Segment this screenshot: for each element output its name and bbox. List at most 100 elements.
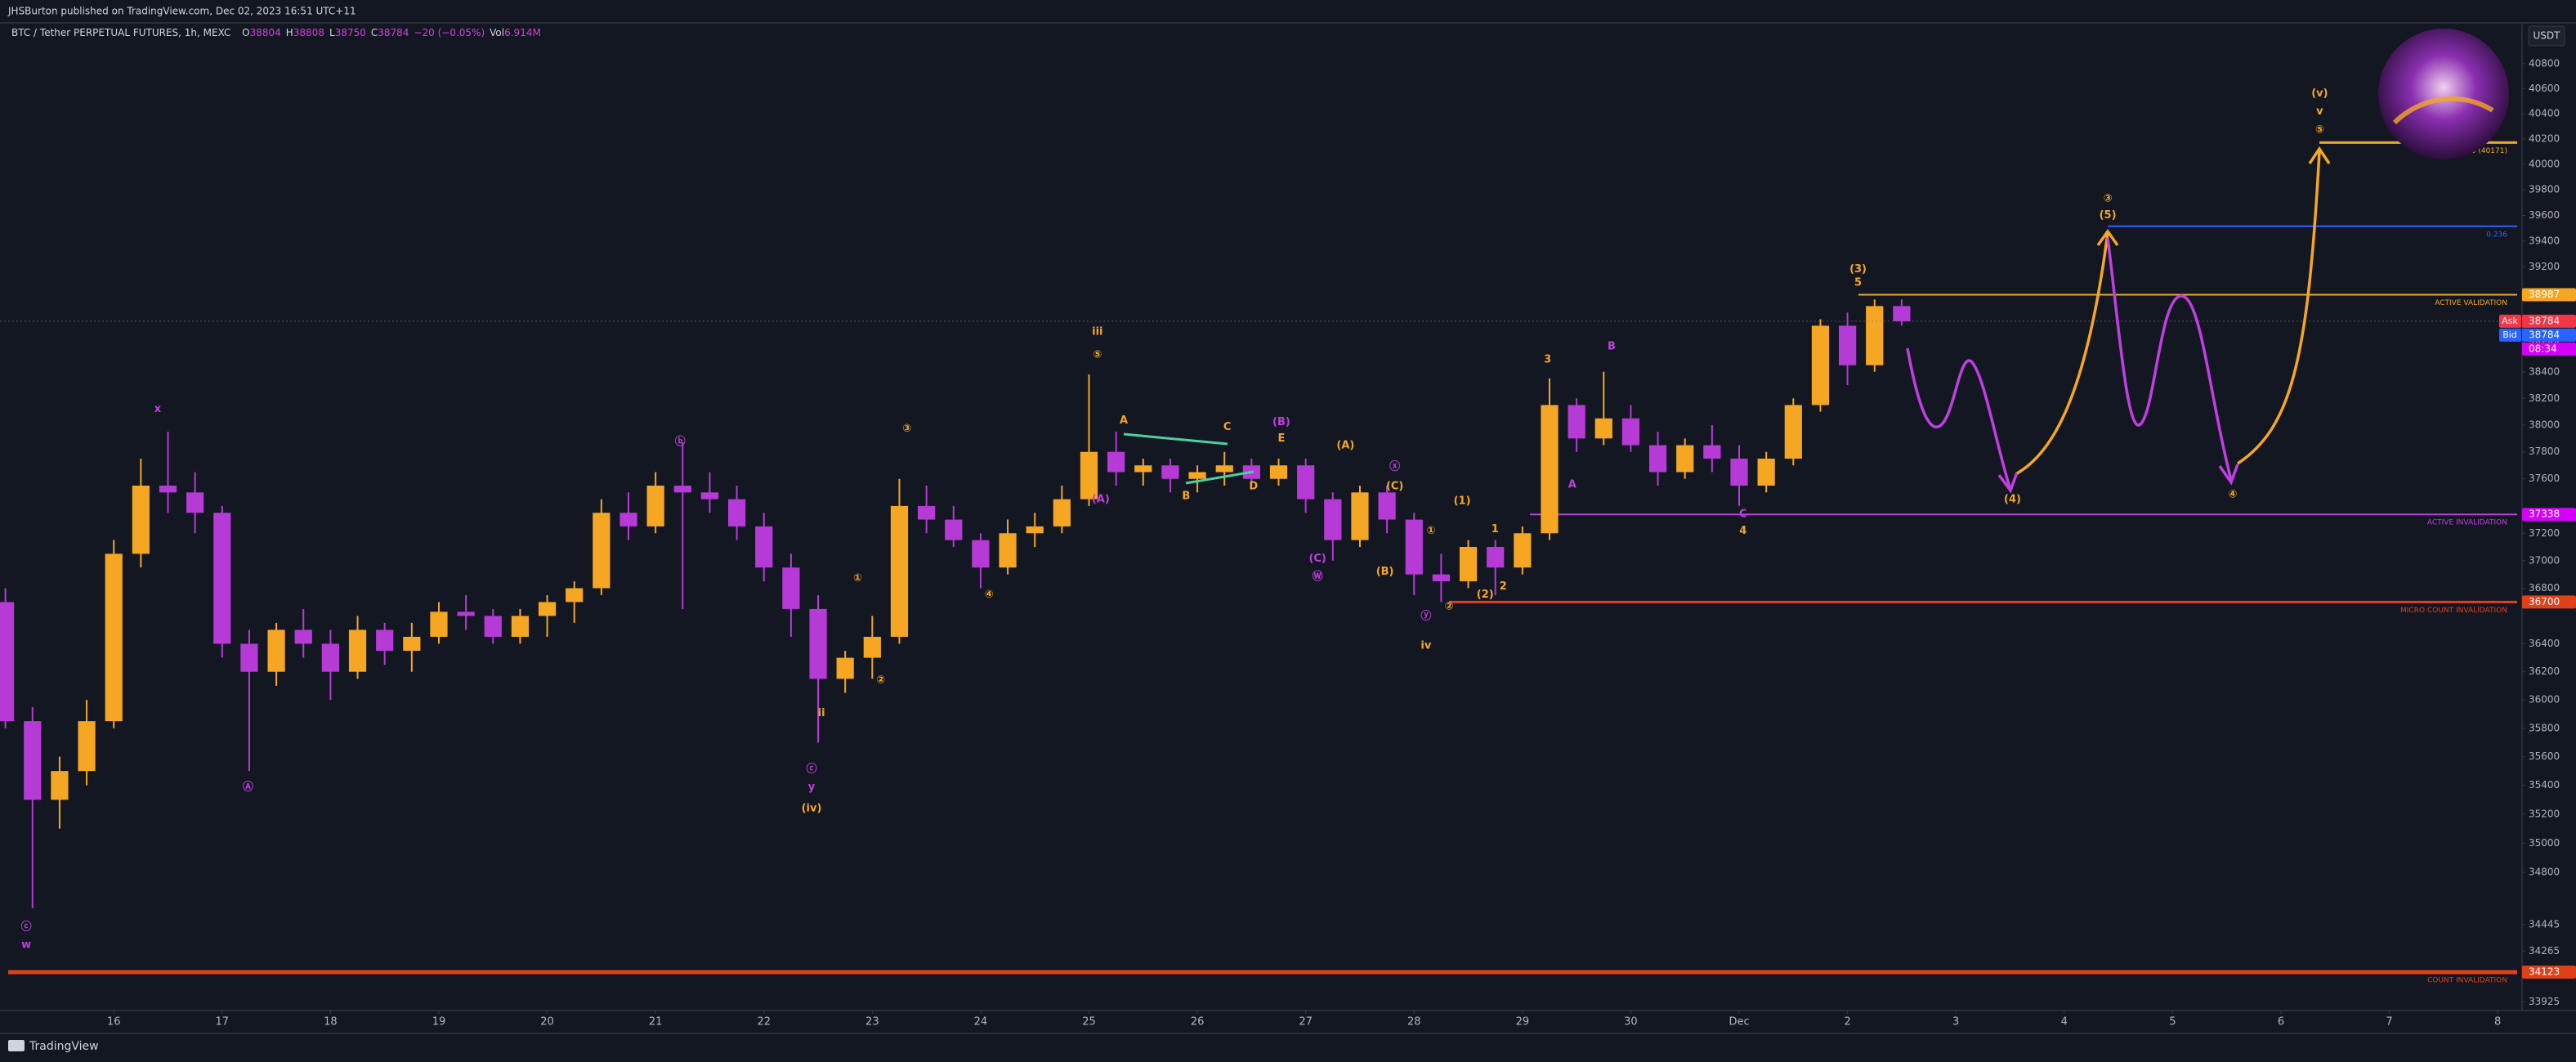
candle-body [1866,306,1884,365]
y-tick-label: 39600 [2529,209,2560,221]
triangle-lower-line [1185,470,1254,485]
wave-label: B [1182,491,1190,503]
brand-name: TradingView [29,1040,99,1053]
y-tick-label: 35200 [2529,808,2560,819]
price-tag-value: 38784 [2529,315,2560,326]
candle-body [1134,465,1152,473]
candle-body [918,505,936,520]
legend-change: −20 (−0.05%) [414,27,485,38]
projection-arrow [2218,464,2239,486]
wave-label: ③ [2104,193,2113,205]
candle-body [1541,405,1559,534]
candle-body [619,513,637,527]
x-tick-label: 2 [1844,1016,1850,1028]
y-tick-label: 39400 [2529,235,2560,246]
wave-label: y [808,781,816,793]
candle-body [1621,418,1640,446]
y-tick-label: 37600 [2529,473,2560,484]
publisher-avatar [2378,29,2509,159]
wave-label: 3 [1544,354,1551,366]
x-tick-label: 21 [649,1016,663,1028]
y-tick-label: 40200 [2529,132,2560,144]
price-tag [2522,328,2576,342]
price-tag [2522,508,2576,522]
wave-label: ④ [985,589,994,601]
candle-body [538,602,557,616]
candle-body [511,616,530,637]
projection-path [1906,347,2012,491]
y-tick-label: 38400 [2529,365,2560,377]
y-tick-label: 40000 [2529,158,2560,169]
y-tick-label: 40800 [2529,57,2560,69]
wave-label: ⑤ [2315,123,2324,136]
candle-body [863,636,881,658]
candle-body [267,630,285,672]
y-tick-label: 37000 [2529,554,2560,566]
candle-body [673,486,691,493]
wave-label: ④ [2228,489,2237,501]
candle-body [186,492,204,513]
candle-body [1487,546,1505,568]
price-tag-value: 37338 [2529,509,2560,520]
price-tag [2522,288,2576,302]
wave-label: ⓧ [1389,459,1400,473]
projection-path [2237,150,2321,465]
candle-body [294,630,312,644]
x-tick-label: 4 [2061,1016,2068,1028]
candle-body [593,513,610,589]
candle-body [457,612,475,616]
candle-body [348,630,367,672]
wave-label: D [1249,481,1258,493]
candle-body [51,771,69,800]
x-tick-label: 20 [540,1016,554,1028]
candle-body [1269,465,1288,479]
projection-arrow [2096,228,2119,247]
wave-label: (4) [2004,494,2021,506]
y-tick-label: 35400 [2529,779,2560,791]
candle-body [1730,458,1748,486]
x-tick-label: 25 [1082,1016,1096,1028]
legend-field-value: 38804 [250,27,281,38]
candle-body [1703,445,1721,459]
wave-label: (C) [1308,553,1326,565]
legend-field-value: 38750 [335,27,366,38]
candle-body [78,721,96,772]
candle-body [1161,465,1179,479]
candle-body [213,513,231,644]
wave-label: 5 [1854,276,1862,289]
legend-field-label: L [329,27,335,38]
y-tick-label: 35600 [2529,751,2560,762]
y-tick-label: 40400 [2529,108,2560,119]
candle-body [484,616,502,637]
candle-body [945,519,963,540]
wave-label: iii [1092,326,1102,338]
wave-label: E [1278,432,1286,445]
wave-label: ⓒ [807,762,817,775]
x-tick-label: 18 [324,1016,338,1028]
x-tick-label: 28 [1407,1016,1421,1028]
candle-body [646,486,664,527]
candle-body [809,608,827,679]
candle-body [1297,465,1315,500]
y-tick-label: 34445 [2529,918,2560,930]
legend-volume-label: Vol [490,27,504,38]
candle-body [376,630,394,651]
candle-body [1893,306,1911,321]
candle-body [1188,472,1206,479]
candle-body [890,505,909,637]
y-tick-label: 35800 [2529,722,2560,733]
x-tick-label: 24 [974,1016,988,1028]
level-label: MICRO COUNT INVALIDATION [2400,607,2507,615]
triangle-upper-line [1123,432,1228,446]
y-tick-label: 35000 [2529,837,2560,849]
candle-body [727,499,746,527]
candle-body [403,636,421,651]
wave-label: ⓒ [21,920,32,933]
wave-label: (B) [1376,566,1394,578]
brand-logo [8,1040,25,1051]
projection-path [2016,232,2109,475]
y-tick-label: 40600 [2529,83,2560,94]
candle-body [999,533,1017,568]
